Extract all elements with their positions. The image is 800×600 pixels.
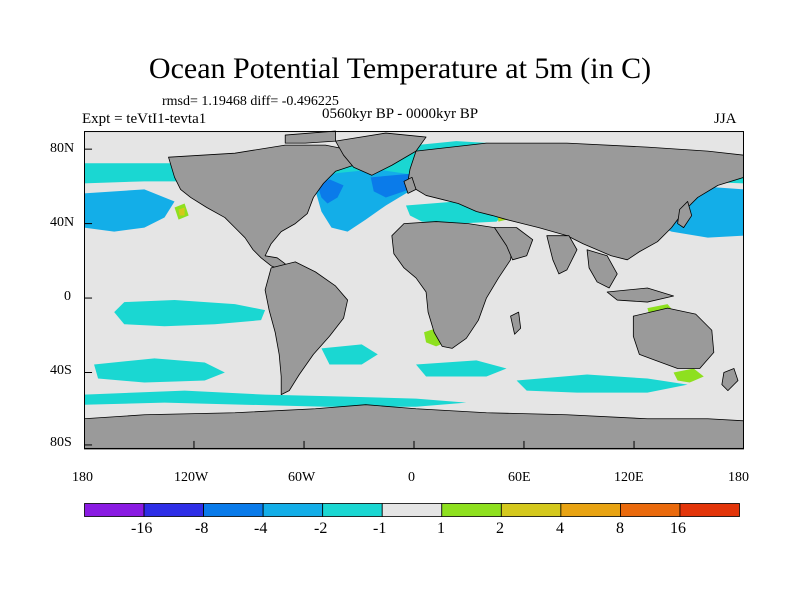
land-uk: [403, 176, 417, 194]
land-japan: [677, 201, 693, 229]
patch-npacific-west: [84, 189, 175, 232]
y-label-40n: 40N: [50, 215, 75, 230]
patch-tasman-warm: [673, 368, 704, 383]
patch-npac-warm-yellow: [178, 207, 185, 216]
colorbar-label-m2: -2: [314, 520, 328, 537]
stats-text: rmsd= 1.19468 diff= -0.496225: [162, 94, 339, 109]
landmasses: [84, 130, 744, 450]
patch-se-pacific: [416, 360, 507, 377]
land-new-zealand: [721, 368, 739, 392]
patch-sw-pacific: [94, 358, 225, 383]
x-label-0: 0: [408, 470, 415, 485]
colorbar-label-m1: -1: [373, 520, 387, 537]
colorbar-label-m8: -8: [195, 520, 209, 537]
colorbar-label-m16: -16: [131, 520, 153, 537]
y-label-80n: 80N: [50, 141, 75, 156]
colorbar-box: [381, 503, 443, 517]
land-antarctica: [84, 404, 744, 450]
y-label-0: 0: [64, 289, 71, 304]
patch-southern-indian: [516, 374, 688, 393]
colorbar-box: [84, 503, 145, 517]
land-australia: [632, 307, 715, 369]
x-label-120e: 120E: [614, 470, 644, 485]
land-south-america: [264, 261, 348, 396]
x-label-120w: 120W: [174, 470, 209, 485]
patch-natlantic-deep: [317, 179, 344, 204]
colorbar-box: [679, 503, 740, 517]
colorbar-label-p16: 16: [670, 520, 686, 537]
colorbar-box: [441, 503, 502, 517]
land-se-asia: [586, 249, 618, 289]
patch-eq-pacific: [114, 300, 266, 327]
experiment-label: Expt = teVtI1-tevta1: [82, 111, 207, 127]
x-label-60w: 60W: [288, 470, 316, 485]
colorbar-box: [203, 503, 264, 517]
y-label-40s: 40S: [50, 363, 72, 378]
x-label-180w: 180: [72, 470, 93, 485]
colorbar-label-p2: 2: [496, 520, 504, 537]
land-arabia: [494, 227, 534, 261]
x-label-60e: 60E: [508, 470, 531, 485]
chart-title: Ocean Potential Temperature at 5m (in C): [148, 52, 652, 85]
land-india: [546, 235, 578, 275]
colorbar-box: [143, 503, 204, 517]
land-madagascar: [510, 311, 522, 335]
map-plot: [84, 130, 744, 450]
colorbar-box: [500, 503, 562, 517]
land-indonesia: [606, 287, 674, 303]
patch-south-atlantic: [321, 344, 378, 365]
colorbar-label-p8: 8: [616, 520, 624, 537]
period-label: 0560kyr BP - 0000kyr BP: [322, 106, 479, 122]
season-label: JJA: [714, 111, 737, 127]
land-greenland: [335, 132, 427, 176]
land-eurasia: [407, 142, 744, 261]
colorbar-label-m4: -4: [254, 520, 268, 537]
colorbar-label-p4: 4: [556, 520, 564, 537]
axis-ticks: [84, 148, 744, 449]
y-label-80s: 80S: [50, 435, 72, 450]
patch-southern-ocean: [84, 390, 467, 407]
colorbar-box: [620, 503, 681, 517]
colorbar-box: [262, 503, 324, 517]
colorbar-box: [322, 503, 383, 517]
colorbar: [84, 503, 740, 517]
colorbar-box: [560, 503, 621, 517]
x-label-180e: 180: [728, 470, 749, 485]
colorbar-label-p1: 1: [437, 520, 445, 537]
